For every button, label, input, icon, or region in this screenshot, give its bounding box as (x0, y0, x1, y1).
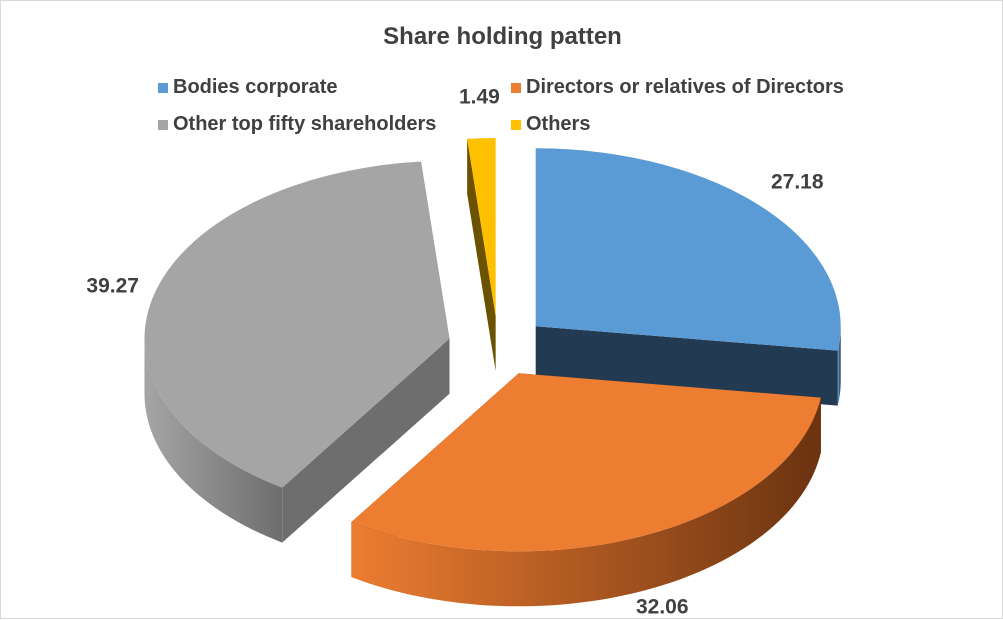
slice-top-face (467, 138, 496, 317)
legend-item-other-top-fifty: Other top fifty shareholders (158, 113, 436, 136)
pie-slice-other-top-fifty-shareholders (144, 161, 450, 543)
slice-top-face (144, 161, 450, 488)
data-label-other-top-fifty-shareholders: 39.27 (86, 275, 139, 298)
legend-swatch (511, 82, 521, 93)
slice-side-wall (837, 326, 841, 406)
slice-top-face (535, 148, 841, 351)
slice-side-wall (144, 338, 283, 543)
slice-cut-face (467, 138, 496, 372)
data-label-bodies-corporate: 27.18 (771, 171, 824, 194)
pie-slice-others (467, 138, 496, 372)
legend-item-directors: Directors or relatives of Directors (511, 76, 844, 99)
legend-label: Bodies corporate (173, 76, 338, 98)
pie-slice-directors-or-relatives-of-directors (351, 373, 821, 607)
legend-item-bodies-corporate: Bodies corporate (158, 76, 337, 99)
legend-item-others: Others (511, 113, 590, 136)
data-label-directors-or-relatives-of-directors: 32.06 (636, 596, 689, 619)
legend-label: Directors or relatives of Directors (526, 76, 844, 98)
chart-title: Share holding patten (383, 23, 622, 50)
data-label-others: 1.49 (459, 85, 500, 108)
legend-label: Others (526, 113, 591, 135)
slice-cut-face (282, 338, 450, 543)
legend-label: Other top fifty shareholders (173, 113, 437, 135)
legend-swatch (158, 82, 168, 93)
slice-top-face (351, 373, 821, 552)
legend-swatch (158, 119, 168, 130)
slice-side-wall (351, 397, 821, 607)
legend-swatch (511, 119, 521, 130)
